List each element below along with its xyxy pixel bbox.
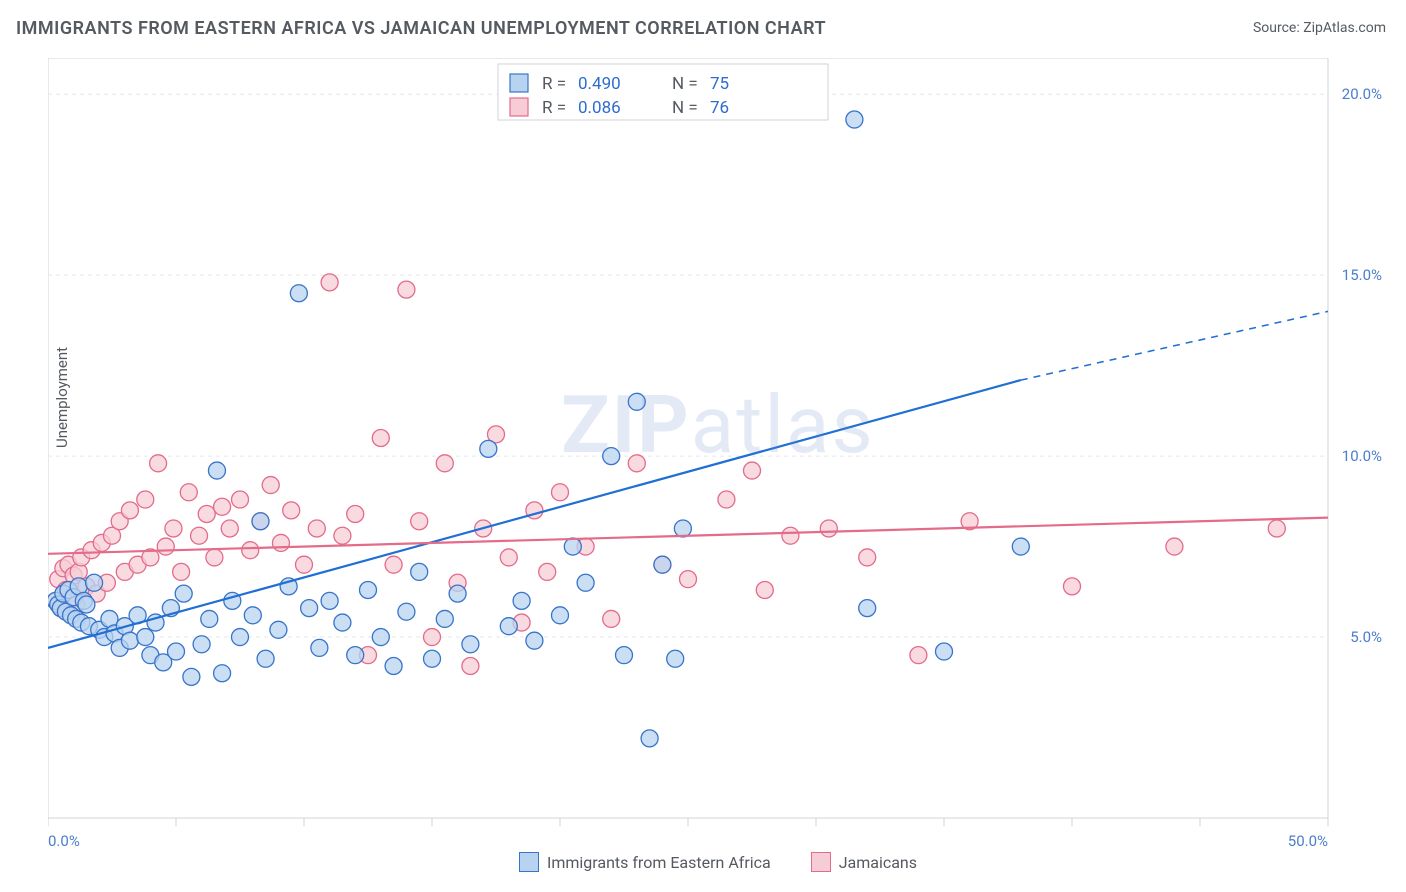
legend-label-b: Jamaicans xyxy=(839,853,917,872)
chart-svg: 0.0% 50.0% 5.0% 10.0% 15.0% 20.0% R = 0.490 N = 7… xyxy=(48,58,1388,878)
legend-label-a: Immigrants from Eastern Africa xyxy=(547,853,771,872)
svg-text:R =: R = xyxy=(542,74,566,94)
svg-text:20.0%: 20.0% xyxy=(1342,85,1382,103)
legend-item-series-a: Immigrants from Eastern Africa xyxy=(519,852,771,872)
y-axis-label: Unemployment xyxy=(53,347,71,448)
svg-text:10.0%: 10.0% xyxy=(1342,447,1382,465)
svg-text:5.0%: 5.0% xyxy=(1350,628,1382,646)
svg-text:N =: N = xyxy=(672,98,698,118)
source-label: Source: xyxy=(1253,20,1300,36)
svg-text:75: 75 xyxy=(710,74,729,94)
legend-item-series-b: Jamaicans xyxy=(811,852,917,872)
svg-text:N =: N = xyxy=(672,74,698,94)
chart-area: Unemployment ZIPatlas 0.0%50.0%5.0%10.0%… xyxy=(48,58,1388,838)
chart-title: IMMIGRANTS FROM EASTERN AFRICA VS JAMAIC… xyxy=(16,18,826,39)
svg-text:0.0%: 0.0% xyxy=(48,832,80,850)
svg-text:0.490: 0.490 xyxy=(578,74,621,94)
svg-text:50.0%: 50.0% xyxy=(1288,832,1328,850)
svg-text:15.0%: 15.0% xyxy=(1342,266,1382,284)
bottom-legend: Immigrants from Eastern Africa Jamaicans xyxy=(48,852,1388,876)
svg-text:R =: R = xyxy=(542,98,566,118)
svg-text:0.086: 0.086 xyxy=(578,98,621,118)
source-attribution: Source: ZipAtlas.com xyxy=(1253,20,1386,36)
legend-swatch-b xyxy=(811,852,831,872)
legend-swatch-a xyxy=(519,852,539,872)
svg-text:76: 76 xyxy=(710,98,729,118)
source-name: ZipAtlas.com xyxy=(1303,20,1386,36)
